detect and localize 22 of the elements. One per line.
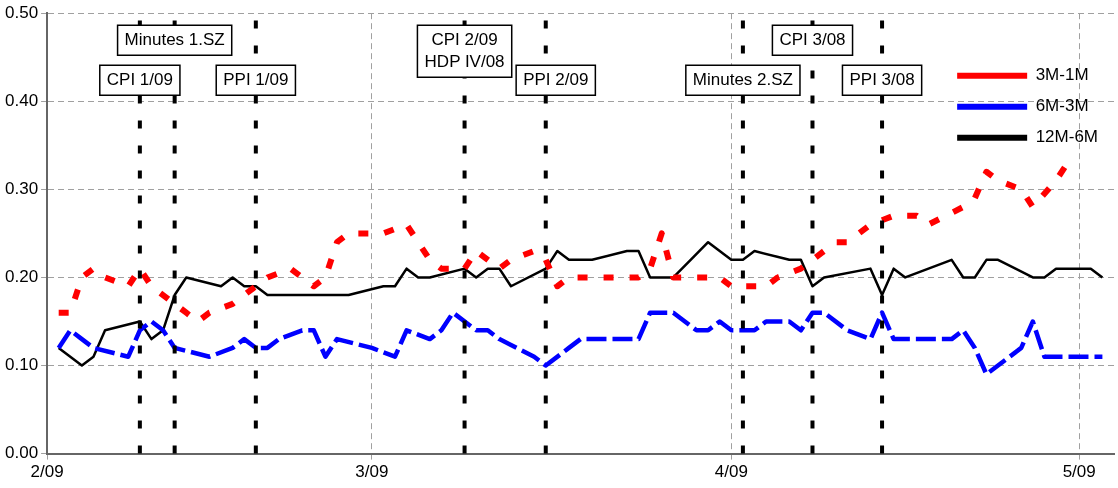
ref-line-label: PPI 2/09 <box>523 69 589 89</box>
y-tick-label: 0.30 <box>4 179 39 199</box>
y-tick-label: 0.50 <box>4 2 39 22</box>
y-tick-label: 0.10 <box>4 355 39 375</box>
y-tick-label: 0.20 <box>4 267 39 287</box>
line-series <box>56 310 1105 377</box>
ref-line-label: PPI 3/08 <box>849 69 915 89</box>
legend-label: 6M-3M <box>1035 96 1089 116</box>
ref-line-label: Minutes 2.SZ <box>692 69 793 89</box>
x-tick-label: 5/09 <box>1062 462 1096 482</box>
ref-line-label: CPI 1/09 <box>106 69 173 89</box>
y-tick-label: 0.40 <box>4 90 39 110</box>
ref-line-label: PPI 1/09 <box>223 69 289 89</box>
ref-line-label: Minutes 1.SZ <box>124 29 225 49</box>
x-tick-label: 3/09 <box>355 462 389 482</box>
legend-label: 12M-6M <box>1035 127 1099 147</box>
y-tick-label: 0.00 <box>4 443 39 463</box>
ref-line-label: CPI 2/09 HDP IV/08 <box>424 29 505 71</box>
x-tick-label: 2/09 <box>30 462 64 482</box>
legend-label: 3M-1M <box>1035 65 1089 85</box>
ref-line-label: CPI 3/08 <box>779 29 846 49</box>
x-tick-label: 4/09 <box>714 462 748 482</box>
